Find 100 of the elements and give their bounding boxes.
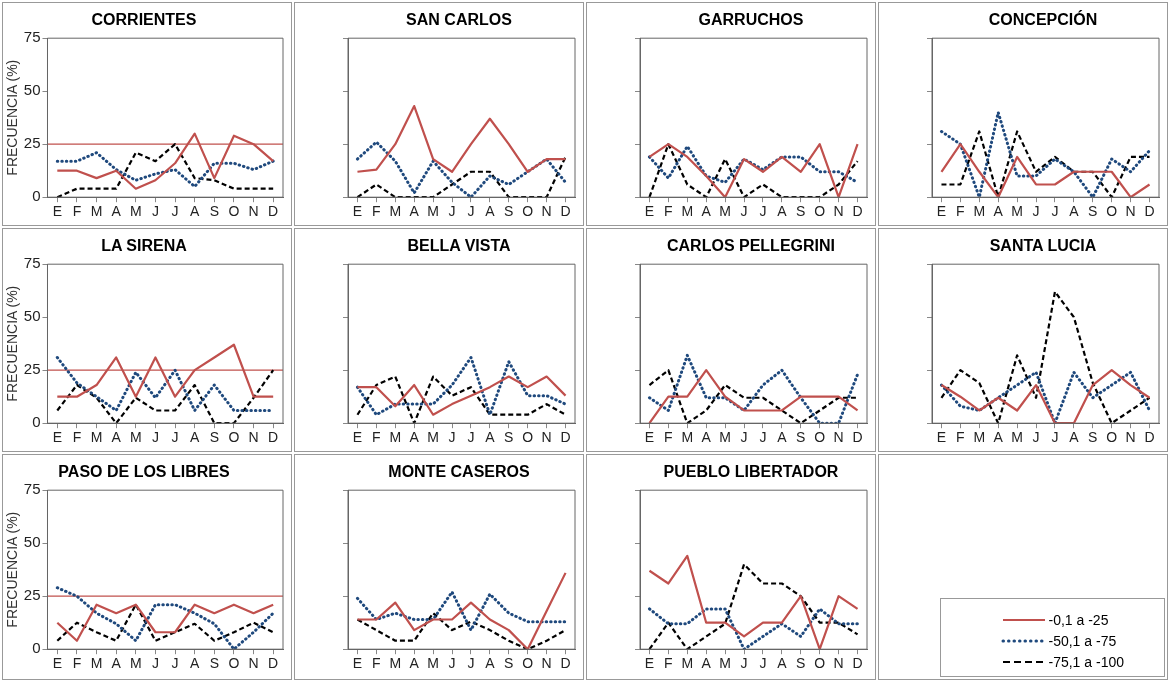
x-tick-label: S (504, 655, 514, 672)
line-series (56, 369, 275, 424)
x-tick-label: M (427, 655, 439, 672)
x-tick-label: N (248, 203, 259, 220)
x-tick-label: D (560, 655, 571, 672)
y-axis-title: FRECUENCIA (%) (4, 511, 21, 628)
x-tick-label: A (701, 655, 712, 672)
x-tick-label: S (209, 429, 219, 446)
x-tick-label: N (248, 429, 259, 446)
x-tick-label: A (409, 429, 420, 446)
chart-title: PASO DE LOS LIBRES (58, 463, 230, 481)
x-tick-label: N (248, 655, 259, 672)
x-tick-label: J (1032, 203, 1040, 220)
x-tick-label: J (171, 203, 179, 220)
x-tick-label: N (833, 655, 844, 672)
chart-title: GARRUCHOS (698, 11, 804, 29)
x-tick-label: M (719, 203, 731, 220)
x-tick-label: N (1125, 203, 1136, 220)
x-tick-label: J (151, 429, 159, 446)
x-tick-label: J (448, 203, 456, 220)
x-tick-label: M (427, 203, 439, 220)
x-tick-label: E (936, 203, 947, 220)
x-tick-label: S (504, 203, 514, 220)
x-tick-label: M (129, 203, 142, 220)
x-tick-label: E (936, 429, 947, 446)
x-tick-label: D (268, 429, 279, 446)
x-tick-label: O (522, 203, 534, 220)
x-tick-label: F (664, 655, 673, 672)
y-tick-label: 50 (23, 307, 41, 325)
x-tick-label: J (171, 655, 179, 672)
x-tick-label: E (644, 203, 655, 220)
x-tick-label: J (740, 429, 748, 446)
x-tick-label: F (664, 429, 673, 446)
x-tick-label: M (129, 429, 142, 446)
x-tick-label: M (719, 429, 731, 446)
x-tick-label: D (852, 655, 863, 672)
x-tick-label: E (52, 203, 62, 220)
x-tick-label: F (664, 203, 673, 220)
x-tick-label: M (973, 429, 986, 446)
x-tick-label: O (814, 203, 826, 220)
x-tick-label: D (1144, 429, 1155, 446)
x-tick-label: J (740, 655, 748, 672)
x-tick-label: M (129, 655, 142, 672)
x-tick-label: M (90, 429, 103, 446)
y-tick-label: 50 (23, 533, 41, 551)
x-tick-label: M (973, 203, 986, 220)
x-tick-label: E (644, 429, 655, 446)
x-tick-label: O (814, 429, 826, 446)
chart-title: SANTA LUCIA (989, 237, 1097, 255)
chart-title: LA SIRENA (101, 237, 188, 255)
x-tick-label: S (796, 655, 806, 672)
x-tick-label: M (389, 655, 402, 672)
x-tick-label: O (522, 655, 534, 672)
x-tick-label: A (111, 429, 122, 446)
chart-title: SAN CARLOS (406, 11, 513, 29)
x-tick-label: F (72, 203, 82, 220)
x-tick-label: D (268, 655, 279, 672)
x-tick-label: A (777, 429, 788, 446)
x-tick-label: O (228, 203, 240, 220)
chart-title: CONCEPCIÓN (988, 10, 1098, 29)
x-tick-label: O (522, 429, 534, 446)
x-tick-label: A (409, 203, 420, 220)
x-tick-label: E (52, 655, 62, 672)
x-tick-label: S (1088, 429, 1098, 446)
x-tick-label: F (72, 655, 82, 672)
x-tick-label: M (681, 203, 694, 220)
x-tick-label: N (1125, 429, 1136, 446)
chart-title: MONTE CASEROS (388, 463, 530, 481)
x-tick-label: N (833, 203, 844, 220)
y-tick-label: 50 (23, 81, 41, 99)
x-tick-label: F (372, 203, 381, 220)
x-tick-label: S (796, 429, 806, 446)
x-tick-label: S (209, 655, 219, 672)
x-tick-label: E (52, 429, 62, 446)
x-tick-label: A (993, 203, 1004, 220)
x-tick-label: O (814, 655, 826, 672)
x-tick-label: M (681, 655, 694, 672)
y-tick-label: 0 (32, 639, 41, 657)
chart-title: CARLOS PELLEGRINI (666, 237, 836, 255)
x-tick-label: A (485, 429, 496, 446)
x-tick-label: J (1051, 203, 1059, 220)
x-tick-label: M (1011, 429, 1023, 446)
x-tick-label: E (352, 203, 363, 220)
x-tick-label: D (560, 203, 571, 220)
x-tick-label: J (151, 203, 159, 220)
x-tick-label: J (759, 655, 767, 672)
x-tick-label: A (409, 655, 420, 672)
x-tick-label: N (541, 203, 552, 220)
chart-title: PUEBLO LIBERTADOR (663, 463, 839, 481)
chart-title: BELLA VISTA (407, 237, 511, 255)
x-tick-label: O (228, 655, 240, 672)
x-tick-label: M (389, 203, 402, 220)
x-tick-label: A (190, 429, 201, 446)
y-tick-label: 0 (32, 413, 41, 431)
x-tick-label: J (171, 429, 179, 446)
x-tick-label: M (90, 203, 103, 220)
y-tick-label: 0 (32, 187, 41, 205)
x-tick-label: M (681, 429, 694, 446)
y-tick-label: 25 (23, 360, 41, 378)
x-tick-label: J (151, 655, 159, 672)
